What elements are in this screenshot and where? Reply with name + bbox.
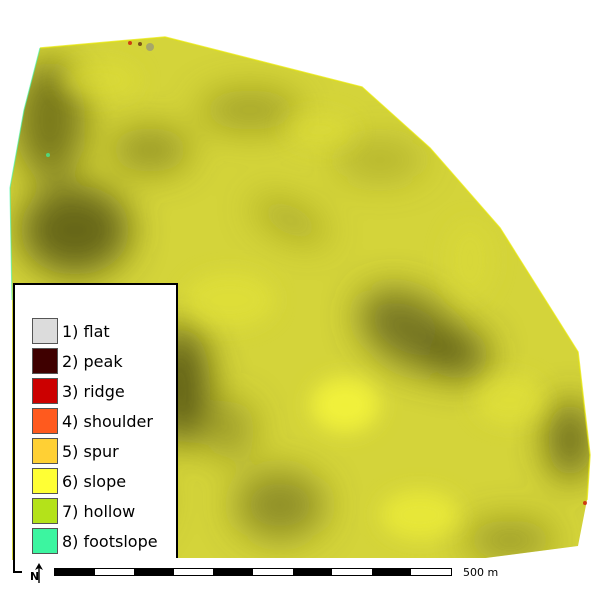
legend-label: 1) flat	[62, 321, 110, 341]
legend-label: 2) peak	[62, 351, 123, 371]
scalebar-segment	[213, 569, 253, 575]
legend-item: 4) shoulder	[32, 407, 153, 435]
terrain-speckles	[46, 41, 587, 505]
legend-swatch	[32, 348, 58, 374]
scalebar-segment	[411, 569, 451, 575]
scalebar	[54, 568, 452, 576]
legend-label: 6) slope	[62, 471, 127, 491]
scalebar-segment	[332, 569, 372, 575]
legend-item: 6) slope	[32, 467, 126, 495]
legend-swatch	[32, 318, 58, 344]
legend-label: 4) shoulder	[62, 411, 153, 431]
legend-item: 2) peak	[32, 347, 123, 375]
terrain-highlights	[60, 60, 545, 540]
scalebar-segment	[252, 569, 293, 575]
scalebar-segment	[292, 569, 333, 575]
legend-label: 5) spur	[62, 441, 119, 461]
north-label: N	[30, 570, 39, 583]
terrain-edge	[39, 36, 591, 501]
scalebar-segment	[94, 569, 135, 575]
scalebar-segment	[173, 569, 214, 575]
north-arrow-icon: N	[30, 562, 48, 584]
scalebar-segment	[371, 569, 412, 575]
legend-swatch	[32, 468, 58, 494]
scalebar-segment	[134, 569, 174, 575]
legend: 1) flat 2) peak 3) ridge 4) shoulder 5) spur…	[13, 283, 178, 573]
legend-swatch	[32, 528, 58, 554]
legend-item: 3) ridge	[32, 377, 125, 405]
legend-swatch	[32, 408, 58, 434]
legend-label: 3) ridge	[62, 381, 125, 401]
legend-label: 7) hollow	[62, 501, 136, 521]
legend-item: 8) footslope	[32, 527, 158, 555]
legend-swatch	[32, 378, 58, 404]
legend-item: 1) flat	[32, 317, 110, 345]
scalebar-segment	[55, 569, 95, 575]
scalebar-label: 500 m	[463, 566, 499, 579]
scalebar-panel: N 500 m	[22, 558, 512, 588]
legend-item: 7) hollow	[32, 497, 135, 525]
legend-label: 8) footslope	[62, 531, 158, 551]
terrain-edge-west	[9, 47, 41, 301]
legend-swatch	[32, 498, 58, 524]
legend-item: 5) spur	[32, 437, 119, 465]
legend-swatch	[32, 438, 58, 464]
